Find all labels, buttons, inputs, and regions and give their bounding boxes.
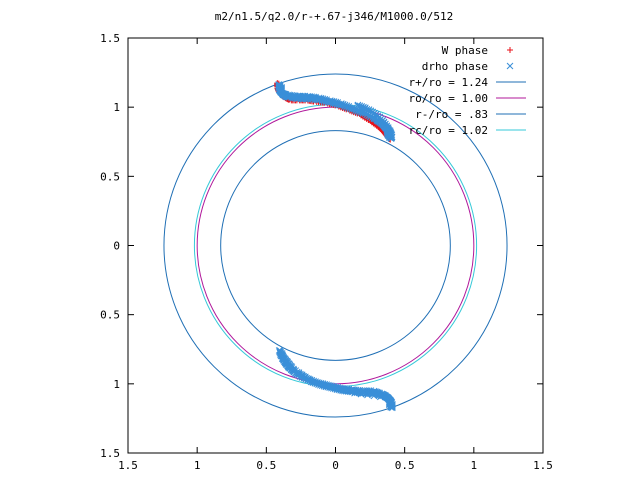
drho-phase-point [308, 378, 315, 386]
circle-0 [163, 73, 508, 418]
x-tick-label: 1 [471, 459, 478, 472]
x-tick-label: 0.5 [395, 459, 415, 472]
drho-phase-point [386, 127, 394, 134]
circle-2 [220, 130, 451, 361]
legend-label: W phase [442, 44, 488, 57]
legend-label: ro/ro = 1.00 [409, 92, 488, 105]
drho-phase-point [388, 403, 396, 411]
circle-1 [196, 106, 475, 385]
legend-label: r+/ro = 1.24 [409, 76, 489, 89]
drho-phase-point [365, 107, 372, 115]
x-tick-label: 1 [194, 459, 201, 472]
legend-swatch [507, 47, 513, 53]
drho-phase-point [357, 104, 365, 112]
legend: W phase drho phase r+/ro = 1.24 ro/ro = 1.0… [409, 44, 526, 137]
legend-label: drho phase [422, 60, 488, 73]
legend-label: rc/ro = 1.02 [409, 124, 488, 137]
chart-title: m2/n1.5/q2.0/r-+.67-j346/M1000.0/512 [215, 10, 453, 23]
y-tick-label: 1 [113, 378, 120, 391]
legend-label: r-/ro = .83 [415, 108, 488, 121]
drho-phase-point [368, 109, 376, 116]
legend-swatch [506, 62, 514, 70]
circle-3 [193, 103, 478, 388]
drho-phase-point [339, 387, 346, 395]
y-tick-label: 0 [113, 240, 120, 253]
data-points [274, 80, 396, 412]
y-tick-label: 1.5 [100, 447, 120, 460]
drho-phase-point [361, 106, 369, 113]
axis-ticks: 1.5 1 0.5 0 0.5 1 1.51.510.500.511.5 [100, 32, 553, 472]
y-tick-label: 0.5 [100, 170, 120, 183]
x-tick-label: 0 [332, 459, 339, 472]
x-tick-label: 0.5 [256, 459, 276, 472]
y-tick-label: 1.5 [100, 32, 120, 45]
x-tick-label: 1.5 [533, 459, 553, 472]
drho-phase-point [376, 393, 384, 401]
y-tick-label: 1 [113, 101, 120, 114]
drho-phase-point [363, 106, 370, 114]
y-tick-label: 0.5 [100, 309, 120, 322]
drho-phase-point [359, 105, 367, 113]
x-tick-label: 1.5 [118, 459, 138, 472]
drho-phase-point [388, 404, 396, 412]
